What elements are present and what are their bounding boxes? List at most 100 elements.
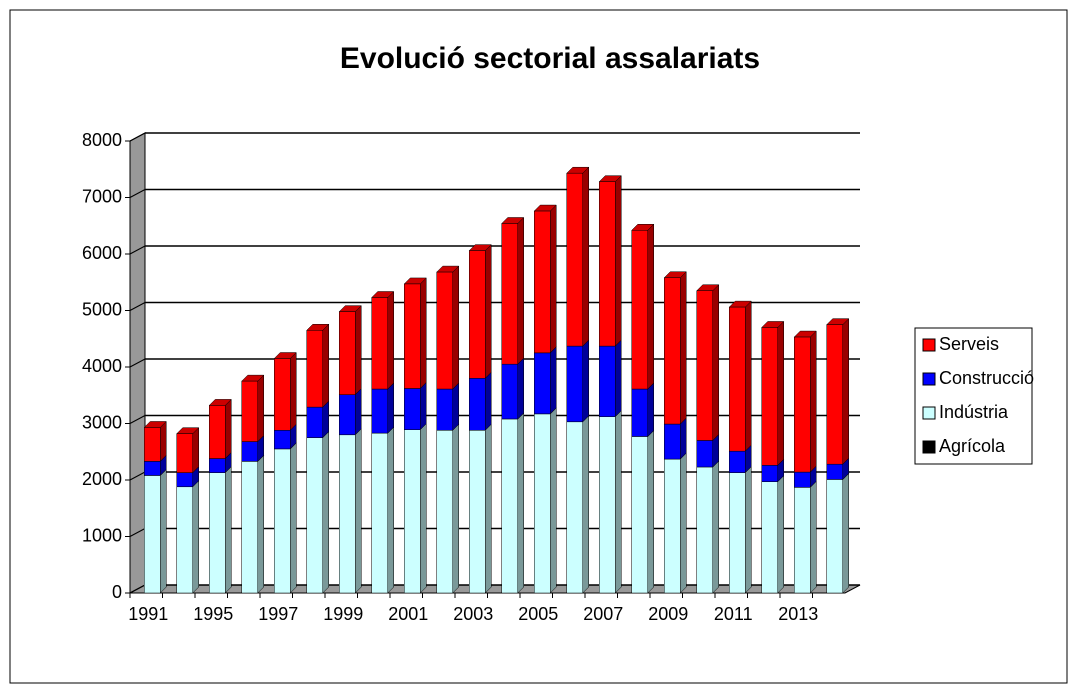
grid-line — [129, 415, 146, 424]
bar — [209, 472, 226, 594]
bar — [306, 330, 323, 408]
y-tick-label: 4000 — [82, 356, 122, 376]
bar-side — [517, 357, 524, 420]
bar — [599, 345, 616, 417]
bar — [729, 472, 746, 594]
bar — [501, 418, 518, 594]
x-tick-label: 1997 — [258, 604, 298, 624]
grid-line — [129, 584, 146, 594]
y-tick-label: 1000 — [82, 525, 122, 545]
x-tick-label: 2011 — [714, 604, 753, 624]
bar — [241, 441, 258, 462]
y-tick-label: 2000 — [82, 469, 122, 489]
grid-line — [129, 471, 146, 481]
legend-label: Indústria — [939, 402, 1009, 422]
x-tick-label: 1991 — [128, 604, 168, 624]
legend-swatch — [922, 338, 936, 352]
bar — [501, 223, 518, 365]
bar-side — [680, 452, 687, 594]
bar-side — [290, 351, 297, 431]
bar-side — [745, 300, 752, 452]
bar-side — [225, 398, 232, 460]
bar — [664, 277, 681, 425]
legend-label: Construcció — [939, 368, 1034, 388]
bar-side — [192, 427, 199, 474]
x-tick-label: 2003 — [453, 604, 493, 624]
bar-side — [615, 410, 622, 594]
bar-side — [160, 468, 167, 594]
bar-side — [582, 415, 589, 594]
bar-side — [160, 420, 167, 462]
y-tick-label: 8000 — [82, 130, 122, 150]
bar — [469, 378, 486, 431]
bar-side — [420, 381, 427, 431]
bar-side — [582, 339, 589, 423]
bar — [761, 481, 778, 594]
y-tick-label: 7000 — [82, 186, 122, 206]
bar-side — [355, 388, 362, 436]
bar — [209, 405, 226, 459]
bar — [469, 430, 486, 594]
bar — [274, 358, 291, 431]
grid-line — [129, 132, 146, 142]
bar-side — [615, 339, 622, 418]
bar — [599, 181, 616, 347]
bar-side — [485, 423, 492, 594]
bar-side — [550, 346, 557, 415]
x-tick-label: 2009 — [648, 604, 688, 624]
bar-side — [322, 400, 329, 439]
bar — [794, 336, 811, 473]
bar — [566, 172, 583, 347]
bar — [664, 458, 681, 594]
bar — [761, 327, 778, 466]
bar-side — [192, 480, 199, 594]
bar-side — [517, 412, 524, 594]
bar-side — [387, 426, 394, 594]
bar — [404, 283, 421, 389]
x-tick-label: 1999 — [323, 604, 363, 624]
legend-swatch — [922, 372, 936, 386]
bar-side — [810, 330, 817, 473]
bar — [631, 388, 648, 437]
bar-side — [777, 320, 784, 466]
grid-line — [129, 358, 146, 368]
bar — [696, 290, 713, 441]
bar — [274, 448, 291, 594]
bar — [371, 297, 388, 390]
x-tick-label: 2007 — [583, 604, 623, 624]
bar — [826, 463, 843, 480]
legend-label: Agrícola — [939, 436, 1006, 456]
bar — [631, 230, 648, 390]
bar — [696, 440, 713, 468]
bar — [371, 388, 388, 434]
bar-side — [420, 423, 427, 594]
bar — [144, 461, 161, 476]
bar — [664, 423, 681, 460]
bar — [339, 434, 356, 594]
bar-side — [810, 480, 817, 594]
bar — [794, 487, 811, 594]
bar — [176, 486, 193, 594]
bar — [469, 250, 486, 379]
bar-side — [387, 382, 394, 434]
grid-line — [129, 302, 146, 311]
bar-side — [745, 466, 752, 594]
bar-side — [712, 460, 719, 594]
bar-side — [225, 466, 232, 594]
bar-side — [647, 429, 654, 594]
bar — [599, 416, 616, 594]
x-tick-label: 2005 — [518, 604, 558, 624]
bar-side — [842, 472, 849, 594]
bar-side — [647, 382, 654, 438]
bar — [404, 388, 421, 430]
bar — [534, 413, 551, 594]
bar — [209, 458, 226, 473]
bar-side — [322, 431, 329, 594]
bar-side — [420, 277, 427, 390]
bar — [566, 345, 583, 423]
bar — [729, 306, 746, 452]
y-tick-label: 6000 — [82, 243, 122, 263]
bar — [631, 436, 648, 594]
bar-side — [680, 271, 687, 425]
